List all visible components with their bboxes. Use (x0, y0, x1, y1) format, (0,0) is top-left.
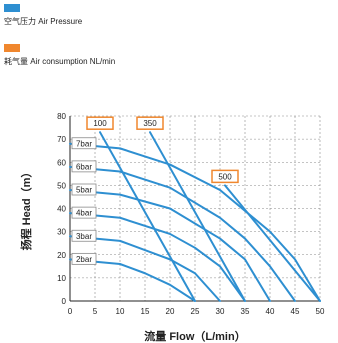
y-tick-label: 10 (57, 274, 66, 283)
x-tick-label: 25 (191, 307, 200, 316)
pressure-curve-5bar (69, 189, 271, 302)
x-tick-label: 35 (241, 307, 250, 316)
y-tick-label: 60 (57, 158, 66, 167)
legend-air-pressure-label: 空气压力 Air Pressure (4, 17, 83, 26)
x-tick-label: 10 (116, 307, 125, 316)
consumption-curve-350 (149, 131, 246, 302)
consumption-label: 500 (218, 172, 232, 181)
consumption-label-box (211, 169, 239, 184)
pressure-curve-2bar (69, 258, 196, 302)
y-tick-label: 80 (57, 112, 66, 121)
x-tick-label: 15 (141, 307, 150, 316)
consumption-curve-100 (99, 131, 196, 302)
y-tick-label: 30 (57, 228, 66, 237)
pressure-curve-4bar (69, 212, 246, 302)
legend-swatch-orange (4, 44, 20, 52)
pressure-label: 2bar (76, 255, 92, 264)
consumption-label: 100 (93, 119, 107, 128)
legend-air-pressure (4, 4, 20, 12)
y-tick-label: 40 (57, 205, 66, 214)
x-axis-label: 流量 Flow（L/min） (144, 329, 245, 343)
pressure-curve-3bar (69, 235, 221, 302)
pressure-curve-7bar (69, 142, 321, 302)
legend-swatch-blue (4, 4, 20, 12)
legend-air-consumption-label: 耗气量 Air consumption NL/min (4, 57, 116, 66)
pressure-curve-6bar (69, 165, 296, 302)
y-axis-label: 扬程 Head（m） (19, 167, 33, 251)
x-tick-label: 50 (316, 307, 325, 316)
consumption-label-box (136, 116, 164, 130)
x-tick-label: 20 (166, 307, 175, 316)
legend-air-consumption (4, 44, 20, 52)
consumption-label: 350 (143, 119, 157, 128)
y-tick-label: 20 (57, 251, 66, 260)
pressure-label: 7bar (76, 139, 92, 148)
x-tick-label: 45 (291, 307, 300, 316)
pressure-label-box (71, 137, 97, 150)
y-tick-label: 0 (62, 297, 67, 306)
pressure-label-box (71, 229, 97, 242)
x-tick-label: 30 (216, 307, 225, 316)
pressure-label: 5bar (76, 186, 92, 195)
y-tick-label: 70 (57, 135, 66, 144)
pressure-label-box (71, 160, 97, 173)
consumption-label-box (86, 116, 114, 130)
pressure-label-box (71, 183, 97, 196)
pressure-label: 3bar (76, 232, 92, 241)
x-tick-label: 0 (68, 307, 73, 316)
x-tick-label: 5 (93, 307, 98, 316)
consumption-curve-500 (224, 184, 321, 302)
pressure-label: 4bar (76, 209, 92, 218)
pressure-label-box (71, 252, 97, 265)
x-tick-label: 40 (266, 307, 275, 316)
y-tick-label: 50 (57, 181, 66, 190)
pressure-label: 6bar (76, 162, 92, 171)
pressure-label-box (71, 206, 97, 219)
